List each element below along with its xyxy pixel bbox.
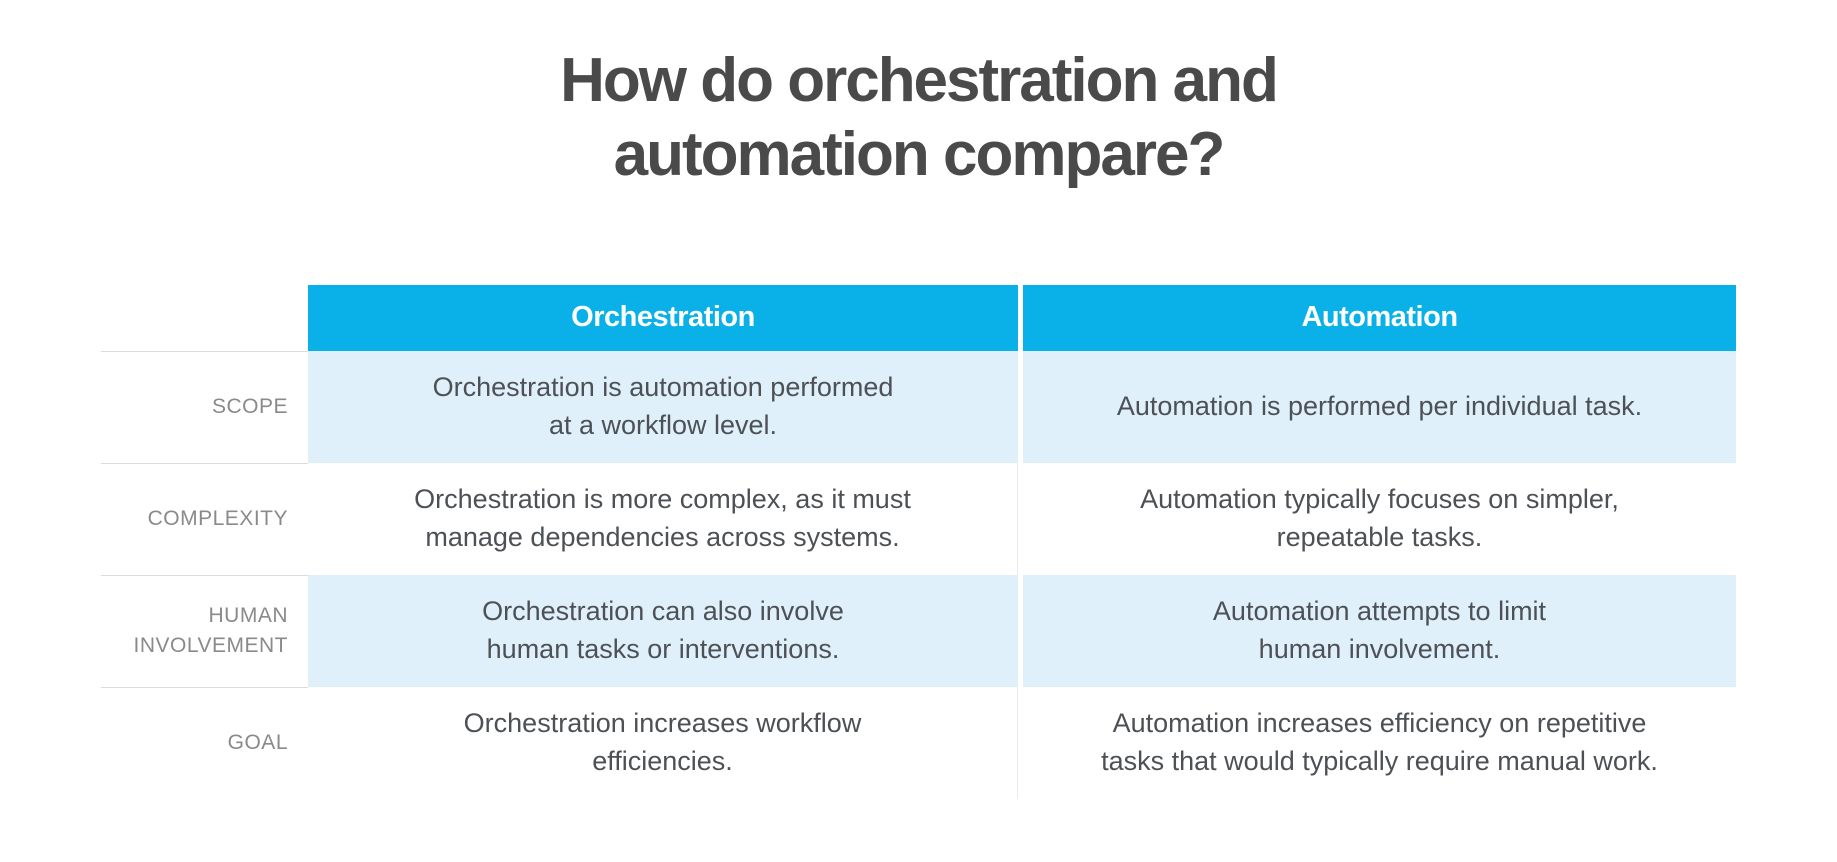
cell-scope-automation: Automation is performed per individual t… [1018,350,1736,463]
row-label-scope: SCOPE [101,350,308,463]
cell-complexity-orchestration: Orchestration is more complex, as it mus… [308,462,1018,575]
comparison-table: Orchestration Automation SCOPE Orchestra… [101,284,1736,799]
row-label-human-involvement: HUMAN INVOLVEMENT [101,574,308,687]
cell-goal-orchestration: Orchestration increases workflow efficie… [308,686,1018,799]
cell-scope-orchestration: Orchestration is automation performed at… [308,350,1018,463]
cell-human-involvement-automation: Automation attempts to limit human invol… [1018,574,1736,687]
row-label-goal: GOAL [101,686,308,799]
column-header-orchestration: Orchestration [308,284,1018,351]
page-title: How do orchestration and automation comp… [560,46,1279,190]
table-corner-spacer [101,284,308,351]
column-header-automation: Automation [1018,284,1736,351]
cell-human-involvement-orchestration: Orchestration can also involve human tas… [308,574,1018,687]
cell-goal-automation: Automation increases efficiency on repet… [1018,686,1736,799]
row-label-complexity: COMPLEXITY [101,462,308,575]
cell-complexity-automation: Automation typically focuses on simpler,… [1018,462,1736,575]
